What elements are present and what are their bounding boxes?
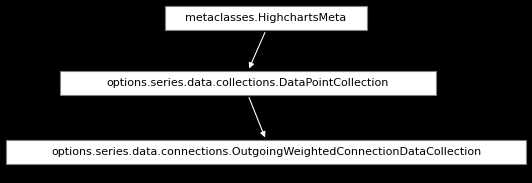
FancyBboxPatch shape bbox=[6, 140, 526, 164]
Text: options.series.data.connections.OutgoingWeightedConnectionDataCollection: options.series.data.connections.Outgoing… bbox=[51, 147, 481, 157]
FancyBboxPatch shape bbox=[165, 6, 367, 30]
FancyBboxPatch shape bbox=[60, 71, 436, 95]
Text: metaclasses.HighchartsMeta: metaclasses.HighchartsMeta bbox=[185, 13, 347, 23]
Text: options.series.data.collections.DataPointCollection: options.series.data.collections.DataPoin… bbox=[107, 78, 389, 88]
